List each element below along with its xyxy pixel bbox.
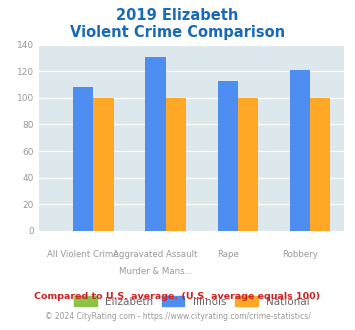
Text: All Violent Crime: All Violent Crime bbox=[48, 250, 119, 259]
Text: Aggravated Assault: Aggravated Assault bbox=[113, 250, 198, 259]
Text: Rape: Rape bbox=[217, 250, 239, 259]
Bar bbox=[166, 98, 186, 231]
Text: Murder & Mans...: Murder & Mans... bbox=[119, 267, 192, 276]
Text: Robbery: Robbery bbox=[282, 250, 318, 259]
Bar bbox=[238, 98, 258, 231]
Text: © 2024 CityRating.com - https://www.cityrating.com/crime-statistics/: © 2024 CityRating.com - https://www.city… bbox=[45, 312, 310, 321]
Bar bbox=[146, 56, 166, 231]
Bar bbox=[218, 81, 238, 231]
Bar bbox=[290, 70, 310, 231]
Bar bbox=[73, 87, 93, 231]
Bar bbox=[310, 98, 331, 231]
Legend: Elizabeth, Illinois, National: Elizabeth, Illinois, National bbox=[70, 292, 314, 311]
Text: 2019 Elizabeth: 2019 Elizabeth bbox=[116, 8, 239, 23]
Bar bbox=[93, 98, 114, 231]
Text: Violent Crime Comparison: Violent Crime Comparison bbox=[70, 25, 285, 40]
Text: Compared to U.S. average. (U.S. average equals 100): Compared to U.S. average. (U.S. average … bbox=[34, 292, 321, 301]
